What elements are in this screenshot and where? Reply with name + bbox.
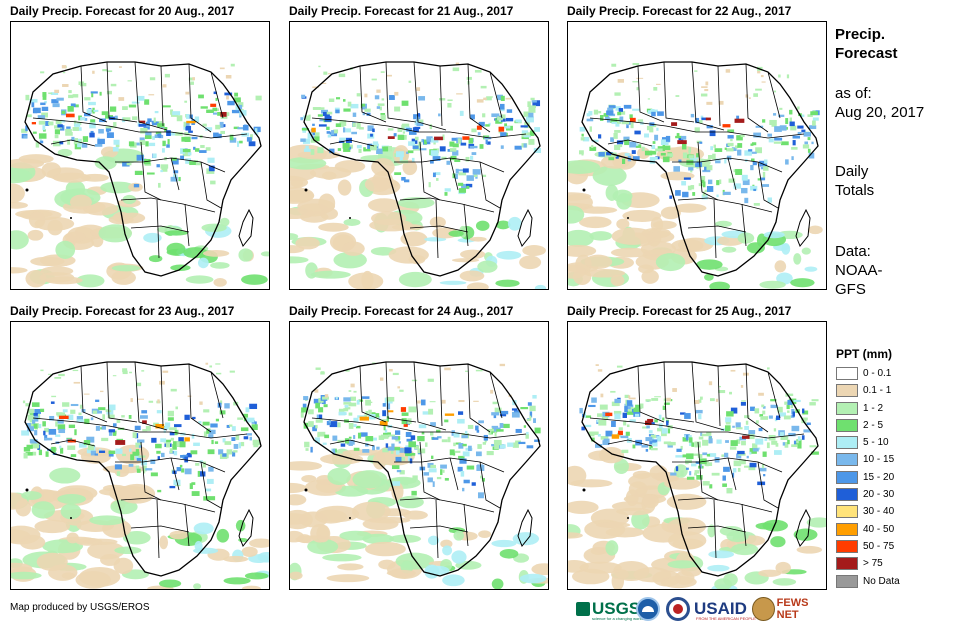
legend-swatch [836, 574, 858, 588]
panel-title-2: Daily Precip. Forecast for 21 Aug., 2017 [289, 4, 514, 18]
fewsnet-globe-icon [752, 597, 775, 621]
legend-swatch [836, 418, 858, 432]
sidebar-totals: Daily Totals [835, 163, 875, 199]
legend-swatch [836, 470, 858, 484]
legend-swatch [836, 557, 858, 571]
dhs-seal [666, 595, 690, 623]
sidebar-heading: Precip. Forecast [835, 26, 898, 62]
usgs-logo: USGS science for a changing world [576, 595, 643, 623]
panel-title-5: Daily Precip. Forecast for 24 Aug., 2017 [289, 304, 514, 318]
panel-title-4: Daily Precip. Forecast for 23 Aug., 2017 [10, 304, 235, 318]
precip-map-svg [568, 61, 823, 289]
legend-label: No Data [863, 575, 900, 587]
legend-swatch [836, 453, 858, 467]
sidebar-asof: as of: Aug 20, 2017 [835, 85, 925, 121]
map-panel-3 [567, 21, 827, 290]
precip-map-svg [290, 61, 547, 289]
precip-map-svg [11, 61, 269, 288]
legend-swatch [836, 436, 858, 450]
map-panel-1 [10, 21, 270, 290]
legend-swatch [836, 522, 858, 536]
usaid-subtitle: FROM THE AMERICAN PEOPLE [696, 616, 756, 621]
legend-label: 0 - 0.1 [863, 368, 892, 379]
seal-icon [673, 604, 683, 614]
noaa-logo [636, 595, 660, 623]
sidebar-data-source: Data: NOAA- GFS [835, 243, 883, 298]
legend-label: 50 - 75 [863, 540, 895, 552]
legend-label: 15 - 20 [863, 471, 895, 483]
legend-label: 2 - 5 [863, 419, 884, 431]
fewsnet-logo: FEWS NET [752, 595, 830, 623]
legend-label: 30 - 40 [863, 506, 895, 518]
usaid-logo-text: USAID [694, 599, 747, 618]
map-panel-5 [289, 321, 549, 590]
legend-label: 1 - 2 [863, 402, 884, 414]
legend-swatch [836, 505, 858, 519]
legend-label: 5 - 10 [863, 437, 889, 449]
map-panel-2 [289, 21, 549, 290]
map-panel-4 [10, 321, 270, 590]
usaid-logo: USAID FROM THE AMERICAN PEOPLE [694, 595, 756, 623]
usgs-logo-text: USGS [592, 599, 641, 618]
panel-title-3: Daily Precip. Forecast for 22 Aug., 2017 [567, 4, 792, 18]
map-credit: Map produced by USGS/EROS [10, 602, 150, 613]
map-panel-6 [567, 321, 827, 590]
panel-title-1: Daily Precip. Forecast for 20 Aug., 2017 [10, 4, 235, 18]
legend-swatch [836, 384, 858, 398]
legend-title: PPT (mm) [836, 347, 893, 361]
panel-title-6: Daily Precip. Forecast for 25 Aug., 2017 [567, 304, 792, 318]
usgs-wave-icon [576, 602, 590, 616]
legend-label: 20 - 30 [863, 489, 895, 501]
precip-map-svg [11, 361, 269, 589]
legend-swatch [836, 539, 858, 553]
legend-label: 0.1 - 1 [863, 385, 892, 397]
legend-label: > 75 [863, 558, 883, 570]
partner-logos: USGS science for a changing world USAID … [576, 595, 830, 623]
legend-swatch [836, 401, 858, 415]
legend-swatch [836, 367, 858, 380]
precip-map-svg [568, 361, 826, 589]
legend-label: 40 - 50 [863, 523, 895, 535]
noaa-bird-icon [642, 606, 654, 612]
legend-swatch [836, 488, 858, 502]
usgs-tagline: science for a changing world [592, 616, 643, 621]
precip-map-svg [290, 361, 548, 589]
fewsnet-logo-text: FEWS NET [776, 597, 809, 621]
legend-label: 10 - 15 [863, 454, 895, 466]
